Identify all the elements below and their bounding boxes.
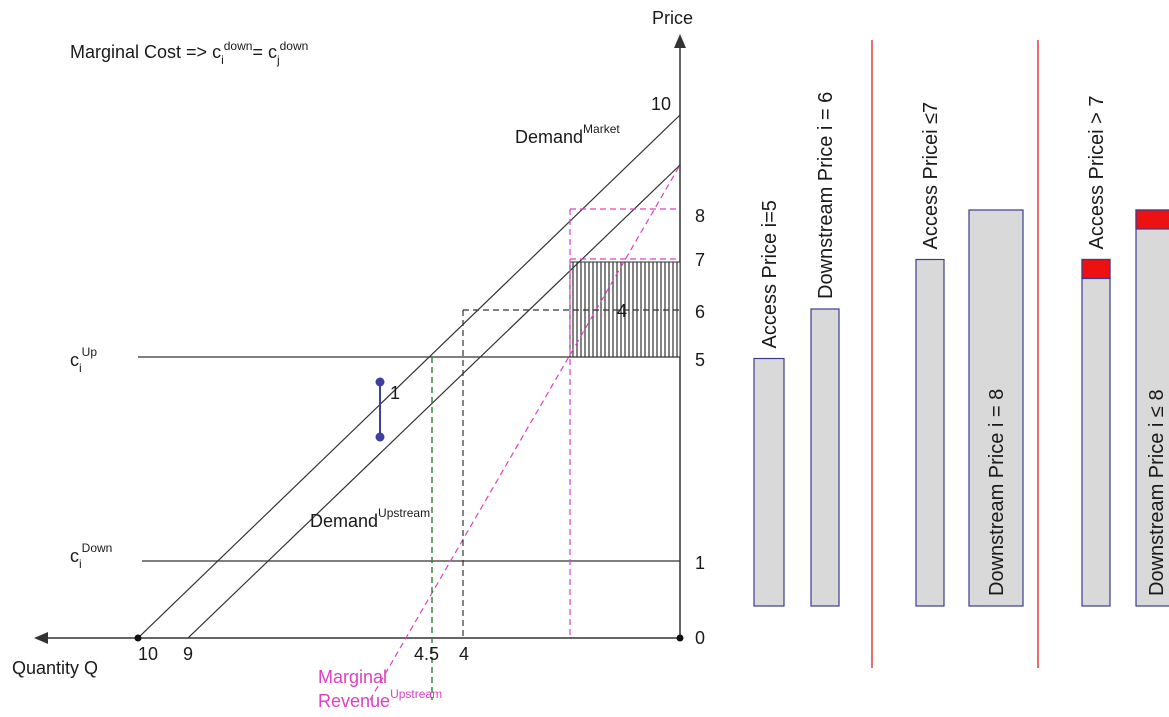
demand-market-line bbox=[137, 114, 681, 639]
demand-market-label: DemandMarket bbox=[515, 122, 620, 147]
c-up-label: ciUp bbox=[70, 345, 97, 375]
gap-point-top bbox=[375, 377, 385, 387]
price-tick-0: 0 bbox=[695, 628, 705, 648]
marginal-revenue-label-line2: RevenueUpstream bbox=[318, 687, 442, 711]
profit-rectangle-label: 4 bbox=[617, 301, 627, 321]
quantity-tick-10: 10 bbox=[138, 644, 158, 664]
gap-label: 1 bbox=[390, 383, 400, 403]
demand-upstream-label: DemandUpstream bbox=[310, 506, 430, 531]
price-bar-label: Downstream Price i = 8 bbox=[986, 389, 1008, 596]
price-tick-6: 6 bbox=[695, 302, 705, 322]
quantity-tick-4-5: 4.5 bbox=[414, 644, 439, 664]
price-bar-label: Downstream Price i ≤ 8 bbox=[1146, 389, 1168, 596]
price-bars: Access Price i=5 Downstream Price i = 6 Ac… bbox=[753, 92, 1169, 607]
quantity-axis-label: Quantity Q bbox=[12, 658, 98, 678]
price-bar bbox=[753, 357, 785, 607]
price-bar-excess bbox=[1081, 258, 1111, 280]
quantity-tick-9: 9 bbox=[183, 644, 193, 664]
price-bar bbox=[968, 209, 1024, 607]
marginal-cost-title: Marginal Cost => cidown= cjdown bbox=[70, 39, 308, 67]
price-axis-arrow bbox=[674, 34, 686, 48]
price-tick-1: 1 bbox=[695, 553, 705, 573]
marginal-revenue-label-line1: Marginal bbox=[318, 667, 387, 687]
price-tick-7: 7 bbox=[695, 250, 705, 270]
demand-upstream-line bbox=[187, 164, 681, 639]
price-bar bbox=[915, 258, 945, 607]
price-bar-excess bbox=[1135, 209, 1169, 230]
price-tick-5: 5 bbox=[695, 350, 705, 370]
origin-point bbox=[676, 634, 684, 642]
price-bar-label: Access Pricei ≤7 bbox=[920, 102, 942, 250]
price-bar-label: Access Pricei > 7 bbox=[1086, 96, 1108, 250]
price-bar bbox=[1081, 258, 1111, 607]
price-bar bbox=[810, 308, 840, 607]
price-tick-8: 8 bbox=[695, 206, 705, 226]
quantity-axis-arrow bbox=[34, 632, 48, 644]
c-down-label: ciDown bbox=[70, 541, 112, 571]
marginal-revenue-line bbox=[369, 164, 681, 701]
price-axis-label: Price bbox=[652, 8, 693, 28]
price-bar-label: Access Price i=5 bbox=[759, 200, 781, 348]
price-tick-10: 10 bbox=[651, 94, 671, 114]
market-intercept-point bbox=[134, 634, 142, 642]
gap-point-bottom bbox=[375, 432, 385, 442]
price-bar-label: Downstream Price i = 6 bbox=[815, 92, 837, 299]
quantity-tick-4: 4 bbox=[459, 644, 469, 664]
